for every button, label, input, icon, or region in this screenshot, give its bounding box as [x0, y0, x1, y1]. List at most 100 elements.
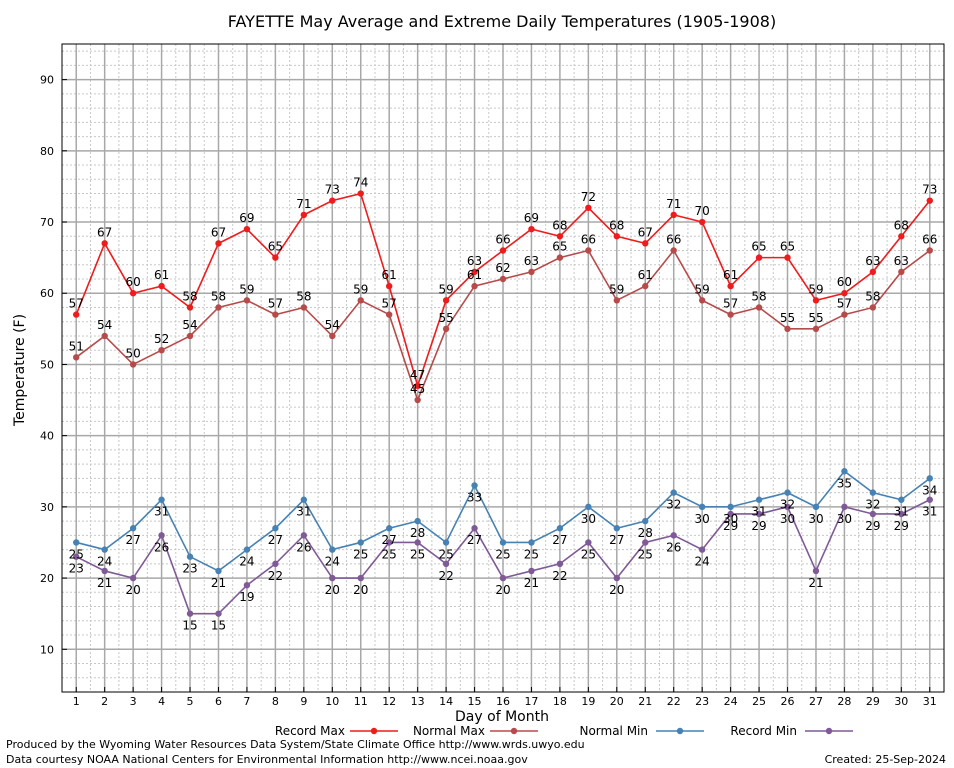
- record-max-data-label: 73: [922, 183, 937, 197]
- record-min-point: [869, 510, 877, 518]
- record-max-data-label: 67: [638, 225, 653, 239]
- normal-max-data-label: 59: [609, 282, 624, 296]
- normal-max-data-label: 45: [410, 382, 425, 396]
- major-grid: [62, 44, 944, 692]
- record-min-point: [158, 532, 165, 539]
- normal-min-point: [727, 503, 734, 511]
- x-tick-label: 11: [354, 695, 368, 708]
- record-min-point: [585, 539, 592, 546]
- normal-min-data-label: 32: [865, 498, 880, 512]
- normal-max-data-label: 57: [837, 297, 852, 311]
- x-tick-label: 27: [809, 695, 823, 708]
- normal-min-point: [442, 539, 450, 546]
- normal-min-point: [556, 525, 564, 532]
- x-tick-label: 17: [524, 695, 538, 708]
- normal-min-point: [471, 482, 478, 489]
- normal-max-data-label: 57: [268, 297, 283, 311]
- normal-max-point: [499, 275, 507, 283]
- record-min-point: [186, 610, 194, 617]
- legend-label-normal-min: Normal Min: [579, 724, 648, 738]
- record-max-point: [499, 247, 507, 254]
- normal-max-data-label: 66: [666, 233, 681, 247]
- normal-max-data-label: 59: [239, 282, 254, 296]
- normal-min-data-label: 31: [894, 505, 909, 519]
- record-min-data-label: 21: [808, 576, 823, 590]
- normal-max-data-label: 58: [865, 289, 880, 303]
- legend-marker-normal-max: [510, 727, 518, 735]
- normal-min-point: [755, 496, 763, 503]
- record-max-data-label: 68: [552, 218, 567, 232]
- record-min-point: [471, 525, 478, 532]
- record-min-point: [784, 503, 791, 511]
- x-tick-label: 29: [866, 695, 880, 708]
- normal-min-data-label: 23: [182, 562, 197, 576]
- y-tick-label: 20: [40, 572, 54, 585]
- normal-min-point: [670, 489, 677, 496]
- record-min-data-label: 25: [638, 547, 653, 561]
- x-tick-label: 28: [837, 695, 851, 708]
- record-min-data-label: 30: [837, 512, 852, 526]
- legend-label-record-min: Record Min: [730, 724, 797, 738]
- record-max-point: [784, 254, 791, 261]
- record-max-point: [357, 190, 364, 197]
- record-min-data-label: 20: [325, 583, 340, 597]
- record-min-data-label: 30: [780, 512, 795, 526]
- normal-max-point: [556, 254, 564, 261]
- record-min-data-label: 20: [353, 583, 368, 597]
- normal-max-point: [585, 247, 592, 254]
- normal-min-data-label: 27: [125, 533, 140, 547]
- record-max-point: [243, 225, 251, 233]
- normal-max-point: [414, 396, 421, 404]
- normal-min-point: [613, 525, 621, 532]
- record-min-point: [414, 539, 421, 546]
- record-min-point: [528, 567, 535, 575]
- record-max-data-label: 61: [723, 268, 738, 282]
- record-min-data-label: 29: [723, 519, 738, 533]
- x-tick-label: 22: [667, 695, 681, 708]
- normal-max-point: [158, 346, 165, 354]
- y-tick-label: 90: [40, 74, 54, 87]
- legend-label-normal-max: Normal Max: [413, 724, 485, 738]
- normal-max-data-label: 54: [325, 318, 340, 332]
- record-max-point: [585, 204, 592, 211]
- x-tick-label: 10: [325, 695, 339, 708]
- record-min-point: [642, 539, 649, 546]
- normal-min-data-label: 21: [211, 576, 226, 590]
- normal-max-point: [300, 304, 308, 311]
- record-min-data-label: 29: [865, 519, 880, 533]
- record-min-point: [243, 581, 251, 589]
- record-min-data-label: 15: [211, 619, 226, 633]
- record-min-point: [841, 503, 848, 511]
- record-min-point: [499, 574, 507, 582]
- record-min-data-label: 25: [410, 547, 425, 561]
- x-tick-label: 23: [695, 695, 709, 708]
- normal-max-data-label: 57: [382, 297, 397, 311]
- normal-min-data-label: 32: [780, 498, 795, 512]
- y-tick-label: 40: [40, 430, 54, 443]
- normal-min-point: [357, 539, 364, 546]
- record-max-point: [300, 211, 308, 219]
- record-max-data-label: 57: [69, 297, 84, 311]
- record-max-data-label: 61: [154, 268, 169, 282]
- record-min-point: [556, 560, 564, 568]
- normal-min-data-label: 25: [524, 547, 539, 561]
- record-max-point: [215, 240, 222, 247]
- record-max-point: [385, 282, 393, 290]
- normal-max-data-label: 62: [495, 261, 510, 275]
- record-max-data-label: 72: [581, 190, 596, 204]
- normal-min-point: [101, 546, 108, 553]
- x-tick-label: 21: [638, 695, 652, 708]
- x-tick-label: 18: [553, 695, 567, 708]
- legend-marker-normal-min: [676, 727, 684, 735]
- normal-max-data-label: 59: [695, 282, 710, 296]
- record-min-data-label: 20: [125, 583, 140, 597]
- normal-max-point: [272, 311, 279, 318]
- x-tick-label: 12: [382, 695, 396, 708]
- record-min-data-label: 27: [467, 533, 482, 547]
- record-max-point: [926, 197, 933, 204]
- normal-min-data-label: 27: [609, 533, 624, 547]
- normal-max-point: [755, 304, 763, 311]
- x-axis-ticks: 1 2 3 4 5 6 7 8 9 10 11 12 13 14 15 16 17 18 19 20 21 22 23 24 2…: [73, 687, 937, 708]
- y-tick-label: 80: [40, 145, 54, 158]
- y-tick-label: 70: [40, 216, 54, 229]
